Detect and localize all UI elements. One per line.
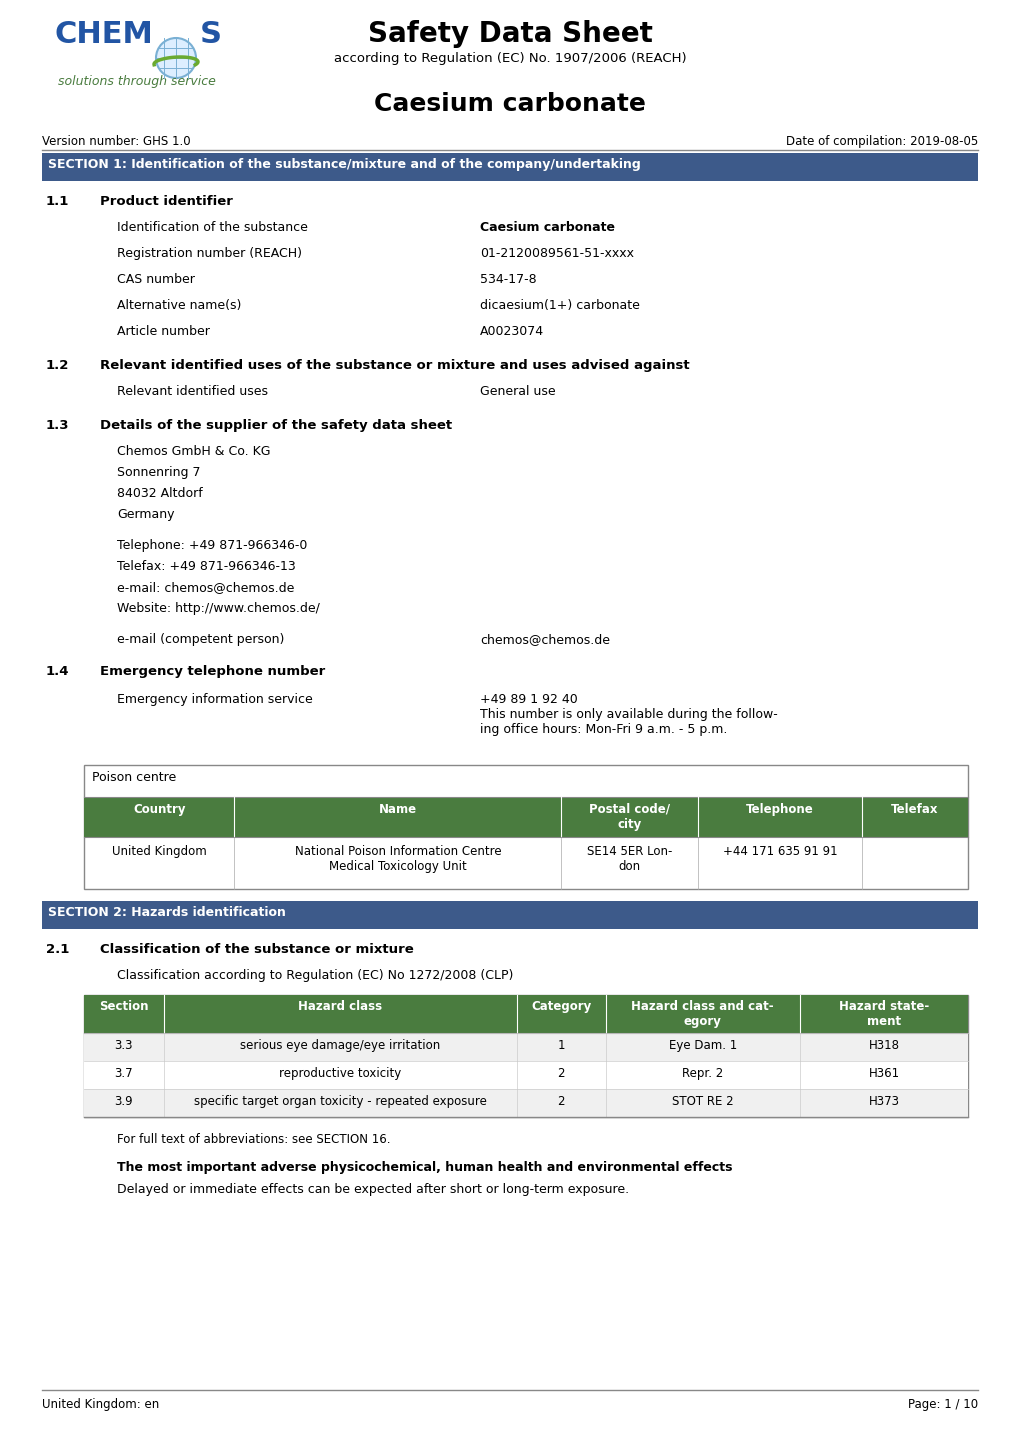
- Text: chemos@chemos.de: chemos@chemos.de: [480, 633, 609, 646]
- Text: reproductive toxicity: reproductive toxicity: [279, 1066, 401, 1079]
- Text: Hazard state-
ment: Hazard state- ment: [838, 1000, 928, 1027]
- Text: according to Regulation (EC) No. 1907/2006 (REACH): according to Regulation (EC) No. 1907/20…: [333, 52, 686, 65]
- Text: Relevant identified uses: Relevant identified uses: [117, 385, 268, 398]
- Text: +49 89 1 92 40
This number is only available during the follow-
ing office hours: +49 89 1 92 40 This number is only avail…: [480, 693, 777, 736]
- Text: 2: 2: [557, 1095, 565, 1108]
- Text: STOT RE 2: STOT RE 2: [672, 1095, 733, 1108]
- Text: Telefax: Telefax: [891, 802, 937, 815]
- Text: Name: Name: [378, 802, 417, 815]
- Text: Website: http://www.chemos.de/: Website: http://www.chemos.de/: [117, 602, 320, 615]
- Text: 1.4: 1.4: [46, 665, 69, 678]
- Text: Sonnenring 7: Sonnenring 7: [117, 466, 201, 479]
- Text: Telefax: +49 871-966346-13: Telefax: +49 871-966346-13: [117, 560, 296, 573]
- Circle shape: [156, 38, 196, 78]
- Bar: [42, 900, 977, 929]
- Text: Registration number (REACH): Registration number (REACH): [117, 247, 302, 260]
- Text: Hazard class and cat-
egory: Hazard class and cat- egory: [631, 1000, 773, 1027]
- Text: Version number: GHS 1.0: Version number: GHS 1.0: [42, 136, 191, 149]
- Text: Emergency telephone number: Emergency telephone number: [100, 665, 325, 678]
- Text: 3.7: 3.7: [114, 1066, 132, 1079]
- Text: Classification of the substance or mixture: Classification of the substance or mixtu…: [100, 942, 414, 957]
- Text: 1.1: 1.1: [46, 195, 69, 208]
- Text: Emergency information service: Emergency information service: [117, 693, 313, 706]
- Text: SECTION 2: Hazards identification: SECTION 2: Hazards identification: [48, 906, 285, 919]
- Text: Delayed or immediate effects can be expected after short or long-term exposure.: Delayed or immediate effects can be expe…: [117, 1183, 629, 1196]
- Text: Identification of the substance: Identification of the substance: [117, 221, 308, 234]
- Text: 3.9: 3.9: [114, 1095, 132, 1108]
- Text: 534-17-8: 534-17-8: [480, 273, 536, 286]
- Bar: [84, 1089, 967, 1117]
- Text: Telephone: Telephone: [746, 802, 813, 815]
- Text: 2: 2: [557, 1066, 565, 1079]
- Text: Page: 1 / 10: Page: 1 / 10: [907, 1398, 977, 1411]
- Text: Postal code/
city: Postal code/ city: [589, 802, 669, 831]
- Text: serious eye damage/eye irritation: serious eye damage/eye irritation: [240, 1039, 440, 1052]
- Text: H318: H318: [867, 1039, 899, 1052]
- Text: Alternative name(s): Alternative name(s): [117, 299, 242, 312]
- Text: Article number: Article number: [117, 325, 210, 338]
- Text: e-mail: chemos@chemos.de: e-mail: chemos@chemos.de: [117, 582, 294, 595]
- Text: Caesium carbonate: Caesium carbonate: [480, 221, 614, 234]
- Text: e-mail (competent person): e-mail (competent person): [117, 633, 284, 646]
- Text: General use: General use: [480, 385, 555, 398]
- Text: Eye Dam. 1: Eye Dam. 1: [668, 1039, 736, 1052]
- Text: S: S: [200, 20, 222, 49]
- Bar: [84, 996, 967, 1117]
- Text: specific target organ toxicity - repeated exposure: specific target organ toxicity - repeate…: [194, 1095, 486, 1108]
- Text: The most important adverse physicochemical, human health and environmental effec: The most important adverse physicochemic…: [117, 1162, 732, 1175]
- Bar: [84, 996, 967, 1033]
- Text: SE14 5ER Lon-
don: SE14 5ER Lon- don: [587, 846, 672, 873]
- Text: solutions through service: solutions through service: [58, 75, 216, 88]
- Text: Country: Country: [132, 802, 185, 815]
- Bar: [42, 153, 977, 180]
- Text: United Kingdom: United Kingdom: [112, 846, 206, 859]
- Text: 1.2: 1.2: [46, 359, 69, 372]
- Bar: [84, 797, 967, 837]
- Text: A0023074: A0023074: [480, 325, 543, 338]
- Text: SECTION 1: Identification of the substance/mixture and of the company/undertakin: SECTION 1: Identification of the substan…: [48, 157, 640, 172]
- Text: 2.1: 2.1: [46, 942, 69, 957]
- Text: Hazard class: Hazard class: [298, 1000, 382, 1013]
- Text: dicaesium(1+) carbonate: dicaesium(1+) carbonate: [480, 299, 639, 312]
- Text: United Kingdom: en: United Kingdom: en: [42, 1398, 159, 1411]
- Text: 84032 Altdorf: 84032 Altdorf: [117, 486, 203, 501]
- Text: CHEM: CHEM: [55, 20, 154, 49]
- Bar: [84, 1033, 967, 1061]
- Text: Relevant identified uses of the substance or mixture and uses advised against: Relevant identified uses of the substanc…: [100, 359, 689, 372]
- Text: +44 171 635 91 91: +44 171 635 91 91: [722, 846, 837, 859]
- Text: Telephone: +49 871-966346-0: Telephone: +49 871-966346-0: [117, 540, 307, 553]
- Bar: [84, 1061, 967, 1089]
- Text: For full text of abbreviations: see SECTION 16.: For full text of abbreviations: see SECT…: [117, 1133, 390, 1146]
- Text: Product identifier: Product identifier: [100, 195, 232, 208]
- Text: Safety Data Sheet: Safety Data Sheet: [367, 20, 652, 48]
- Text: 01-2120089561-51-xxxx: 01-2120089561-51-xxxx: [480, 247, 634, 260]
- Text: Poison centre: Poison centre: [92, 771, 176, 784]
- Text: National Poison Information Centre
Medical Toxicology Unit: National Poison Information Centre Medic…: [294, 846, 500, 873]
- Text: 1.3: 1.3: [46, 418, 69, 431]
- Text: Classification according to Regulation (EC) No 1272/2008 (CLP): Classification according to Regulation (…: [117, 970, 513, 983]
- Text: Category: Category: [531, 1000, 591, 1013]
- Text: 3.3: 3.3: [114, 1039, 132, 1052]
- Text: Chemos GmbH & Co. KG: Chemos GmbH & Co. KG: [117, 444, 270, 457]
- Bar: [84, 765, 967, 889]
- Text: CAS number: CAS number: [117, 273, 195, 286]
- Text: Details of the supplier of the safety data sheet: Details of the supplier of the safety da…: [100, 418, 451, 431]
- Text: Date of compilation: 2019-08-05: Date of compilation: 2019-08-05: [785, 136, 977, 149]
- Text: Section: Section: [99, 1000, 149, 1013]
- Text: H361: H361: [867, 1066, 899, 1079]
- Text: Repr. 2: Repr. 2: [682, 1066, 722, 1079]
- Text: Caesium carbonate: Caesium carbonate: [374, 92, 645, 115]
- Text: 1: 1: [557, 1039, 565, 1052]
- Text: H373: H373: [867, 1095, 899, 1108]
- Text: Germany: Germany: [117, 508, 174, 521]
